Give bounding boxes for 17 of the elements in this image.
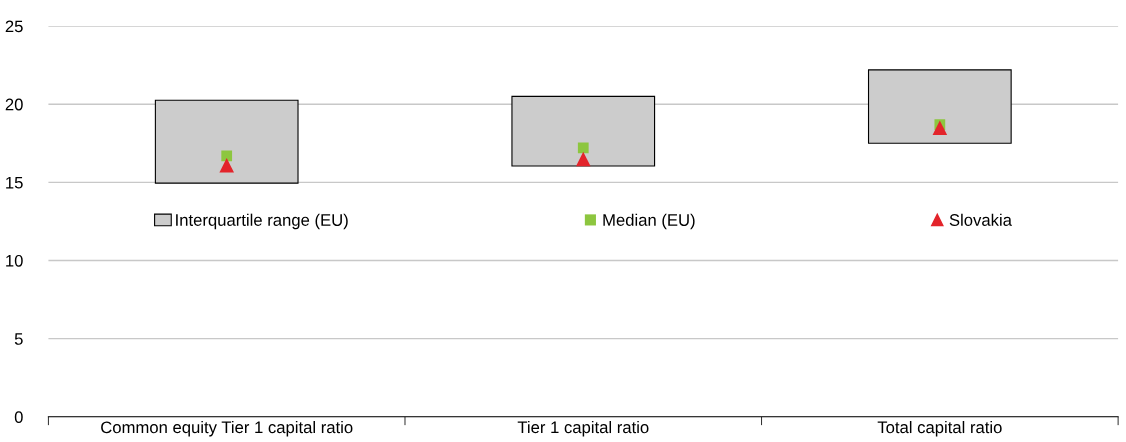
y-tick-label: 15 <box>6 176 23 189</box>
legend-label: Interquartile range (EU) <box>176 213 348 230</box>
y-tick-label: 10 <box>6 254 23 267</box>
x-tick-label: Total capital ratio <box>877 420 1002 437</box>
point <box>221 150 233 162</box>
legend-label: Median (EU) <box>603 213 695 230</box>
y-tick-label: 0 <box>14 411 23 424</box>
point <box>219 157 234 173</box>
point <box>577 142 589 154</box>
point <box>575 151 591 167</box>
y-tick-label: 5 <box>14 333 23 345</box>
y-tick-label: 20 <box>5 98 23 111</box>
x-tick-label: Tier 1 capital ratio <box>517 420 649 437</box>
point <box>932 120 948 135</box>
x-tick-label: Common equity Tier 1 capital ratio <box>101 420 353 437</box>
y-tick-label: 25 <box>5 20 23 33</box>
legend-label: Slovakia <box>949 213 1012 226</box>
